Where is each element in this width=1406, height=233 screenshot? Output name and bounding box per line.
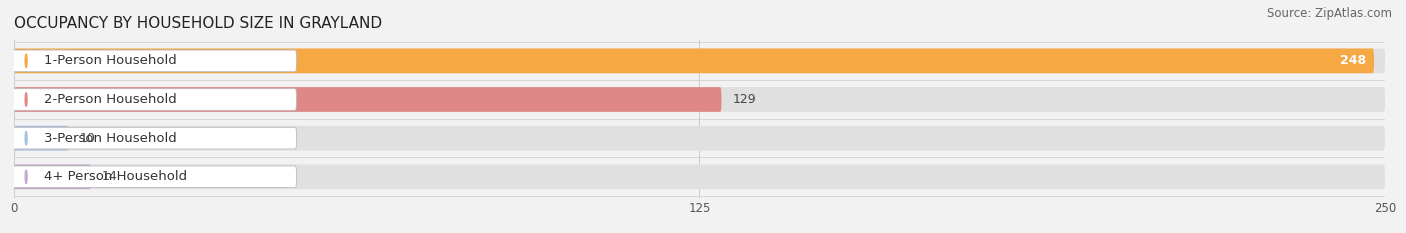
Text: 129: 129 [733, 93, 756, 106]
Text: OCCUPANCY BY HOUSEHOLD SIZE IN GRAYLAND: OCCUPANCY BY HOUSEHOLD SIZE IN GRAYLAND [14, 17, 382, 31]
FancyBboxPatch shape [14, 87, 721, 112]
Text: 3-Person Household: 3-Person Household [44, 132, 177, 145]
Text: 1-Person Household: 1-Person Household [44, 54, 177, 67]
FancyBboxPatch shape [14, 48, 1374, 73]
FancyBboxPatch shape [14, 48, 1385, 73]
Text: 248: 248 [1340, 54, 1365, 67]
Circle shape [25, 170, 27, 184]
FancyBboxPatch shape [11, 50, 297, 72]
FancyBboxPatch shape [14, 164, 91, 189]
Text: 14: 14 [101, 170, 118, 183]
Text: 4+ Person Household: 4+ Person Household [44, 170, 187, 183]
Text: Source: ZipAtlas.com: Source: ZipAtlas.com [1267, 7, 1392, 20]
Circle shape [25, 54, 27, 68]
FancyBboxPatch shape [11, 89, 297, 110]
Text: 2-Person Household: 2-Person Household [44, 93, 177, 106]
FancyBboxPatch shape [14, 87, 1385, 112]
Text: 10: 10 [80, 132, 96, 145]
FancyBboxPatch shape [14, 164, 1385, 189]
Circle shape [25, 131, 27, 145]
Circle shape [25, 93, 27, 106]
FancyBboxPatch shape [11, 127, 297, 149]
FancyBboxPatch shape [11, 166, 297, 188]
FancyBboxPatch shape [14, 126, 69, 151]
FancyBboxPatch shape [14, 126, 1385, 151]
